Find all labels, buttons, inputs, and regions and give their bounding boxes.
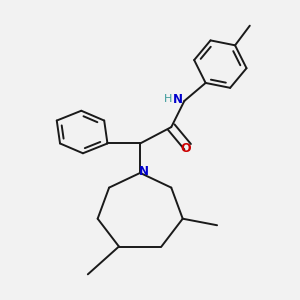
Text: N: N [139, 165, 148, 178]
Text: N: N [173, 93, 183, 106]
Text: H: H [164, 94, 172, 104]
Text: O: O [181, 142, 191, 155]
